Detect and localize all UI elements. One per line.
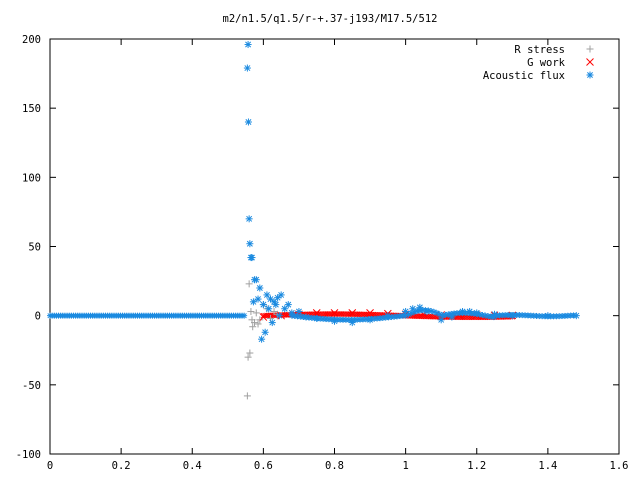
axes: 0 0.2 0.4 0.6 0.8 1 1.2 1.4 1.6 200 150 100 50 0 -50 -1… bbox=[16, 34, 629, 472]
y-tick-label: 100 bbox=[22, 172, 41, 184]
data-point bbox=[248, 254, 256, 262]
legend-label: R stress bbox=[514, 44, 565, 56]
legend-marker bbox=[586, 58, 594, 66]
x-tick-label: 0.2 bbox=[112, 460, 131, 472]
data-point bbox=[245, 215, 253, 223]
data-point bbox=[274, 294, 282, 302]
data-marks bbox=[47, 41, 580, 400]
data-point bbox=[244, 118, 252, 126]
acoustic-flux-baseline-point bbox=[241, 312, 248, 319]
data-point bbox=[330, 309, 339, 317]
data-point bbox=[295, 308, 303, 316]
data-point bbox=[277, 291, 285, 299]
data-point bbox=[348, 309, 357, 317]
data-point bbox=[259, 301, 267, 309]
data-point bbox=[254, 320, 262, 328]
legend-label: G work bbox=[527, 57, 566, 69]
y-tick-label: 150 bbox=[22, 103, 41, 115]
data-point bbox=[249, 298, 257, 306]
data-point bbox=[275, 312, 283, 320]
data-point bbox=[246, 240, 254, 248]
data-point bbox=[243, 64, 251, 72]
data-point bbox=[244, 41, 252, 49]
y-tick-label: 50 bbox=[28, 242, 41, 254]
acoustic-flux-tail bbox=[288, 307, 577, 323]
data-point bbox=[258, 335, 266, 343]
data-point bbox=[366, 309, 374, 317]
legend-marker bbox=[586, 71, 594, 79]
x-tick-label: 1.4 bbox=[538, 460, 557, 472]
data-point bbox=[259, 313, 268, 321]
x-tick-label: 1 bbox=[402, 460, 408, 472]
acoustic-flux-tail-point bbox=[411, 309, 418, 316]
plot-frame bbox=[49, 38, 620, 455]
data-point bbox=[247, 308, 255, 316]
data-point bbox=[256, 316, 264, 324]
y-tick-label: 0 bbox=[35, 311, 41, 323]
data-point bbox=[243, 392, 251, 400]
legend-label: Acoustic flux bbox=[483, 70, 565, 82]
data-point bbox=[245, 280, 253, 288]
data-point bbox=[263, 291, 271, 299]
data-point bbox=[244, 353, 252, 361]
chart-title: m2/n1.5/q1.5/r-+.37-j193/M17.5/512 bbox=[223, 13, 438, 25]
x-tick-label: 0.6 bbox=[254, 460, 273, 472]
y-tick-label: -50 bbox=[22, 380, 41, 392]
data-point bbox=[265, 305, 273, 313]
data-point bbox=[284, 301, 292, 309]
x-tick-label: 0.8 bbox=[325, 460, 344, 472]
data-point bbox=[252, 309, 260, 317]
data-point bbox=[272, 301, 280, 309]
x-tick-label: 0 bbox=[47, 460, 53, 472]
acoustic-flux-baseline bbox=[47, 312, 248, 319]
y-tick-label: -100 bbox=[16, 449, 41, 461]
data-point bbox=[250, 319, 258, 327]
x-tick-label: 1.2 bbox=[467, 460, 486, 472]
data-point bbox=[246, 349, 254, 357]
series-2 bbox=[243, 41, 580, 343]
data-point bbox=[252, 276, 260, 284]
data-point bbox=[256, 284, 264, 292]
legend-marker bbox=[586, 45, 594, 53]
data-point bbox=[254, 295, 262, 303]
data-point bbox=[266, 295, 274, 303]
x-tick-label: 1.6 bbox=[610, 460, 629, 472]
data-point bbox=[268, 319, 276, 327]
data-point bbox=[249, 323, 257, 331]
acoustic-flux-tail-point bbox=[570, 312, 577, 319]
data-point bbox=[261, 328, 269, 336]
y-tick-label: 200 bbox=[22, 34, 41, 46]
data-point bbox=[270, 308, 278, 316]
x-tick-label: 0.4 bbox=[183, 460, 202, 472]
